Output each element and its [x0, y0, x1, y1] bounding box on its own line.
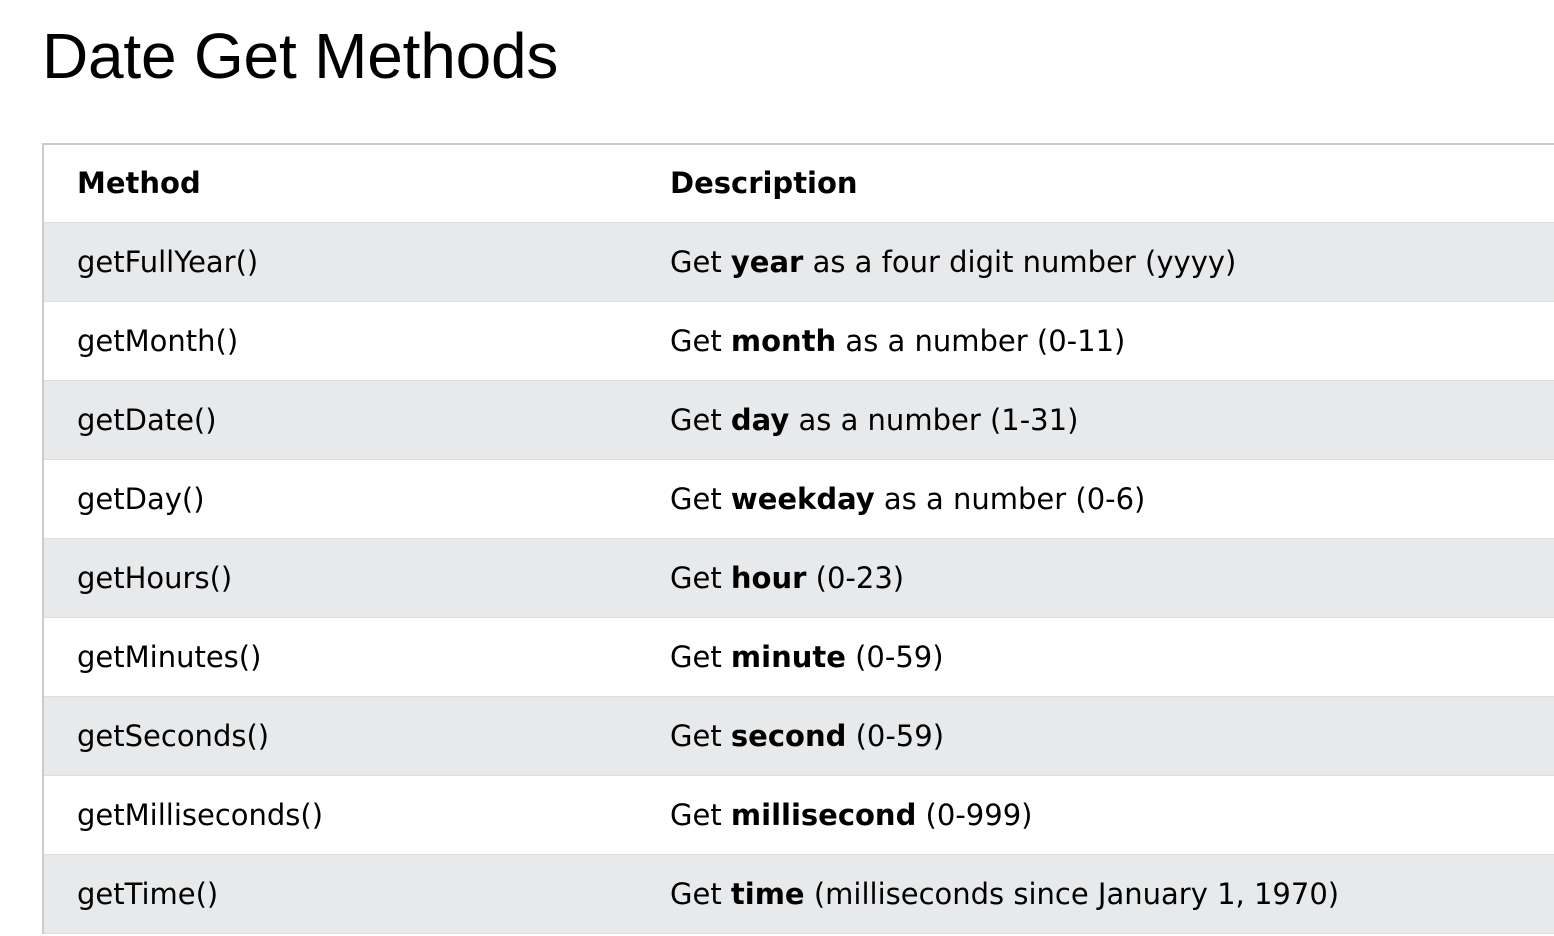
- description-suffix: as a number (0-6): [874, 481, 1146, 516]
- description-prefix: Get: [670, 639, 731, 674]
- description-cell: Get millisecond (0-999): [670, 775, 1554, 854]
- description-suffix: as a four digit number (yyyy): [803, 244, 1237, 279]
- method-cell: getDate(): [77, 402, 217, 437]
- description-prefix: Get: [670, 402, 731, 437]
- description-cell: Get weekday as a number (0-6): [670, 459, 1554, 538]
- table-header-row: Method Description: [43, 144, 1554, 222]
- description-cell: Get minute (0-59): [670, 617, 1554, 696]
- method-cell: getHours(): [77, 560, 233, 595]
- table-row: getHours() Get hour (0-23): [43, 538, 1554, 617]
- table-row: getFullYear() Get year as a four digit n…: [43, 222, 1554, 301]
- description-suffix: (0-23): [806, 560, 905, 595]
- description-keyword: hour: [730, 560, 807, 595]
- table-row: getTime() Get time (milliseconds since J…: [43, 854, 1554, 933]
- table-row: getDay() Get weekday as a number (0-6): [43, 459, 1554, 538]
- description-keyword: month: [730, 323, 837, 358]
- description-suffix: (0-999): [916, 797, 1033, 832]
- table-row: getDate() Get day as a number (1-31): [43, 380, 1554, 459]
- method-cell: getMilliseconds(): [77, 797, 324, 832]
- description-prefix: Get: [670, 481, 731, 516]
- method-cell: getTime(): [77, 876, 219, 911]
- method-cell: getMonth(): [77, 323, 239, 358]
- method-cell: getSeconds(): [77, 718, 270, 753]
- description-suffix: as a number (0-11): [836, 323, 1126, 358]
- description-suffix: (0-59): [845, 639, 944, 674]
- header-description: Description: [670, 166, 858, 201]
- description-keyword: millisecond: [730, 797, 917, 832]
- description-prefix: Get: [670, 876, 731, 911]
- description-suffix: (0-59): [846, 718, 945, 753]
- description-cell: Get day as a number (1-31): [670, 380, 1554, 459]
- description-keyword: weekday: [730, 481, 875, 516]
- description-cell: Get second (0-59): [670, 696, 1554, 775]
- table-row: getMinutes() Get minute (0-59): [43, 617, 1554, 696]
- methods-table-container: Method Description getFullYear() Get yea…: [42, 143, 1554, 936]
- description-suffix: as a number (1-31): [789, 402, 1079, 437]
- description-prefix: Get: [670, 718, 731, 753]
- description-cell: Get hour (0-23): [670, 538, 1554, 617]
- method-cell: getFullYear(): [77, 244, 259, 279]
- table-row: getMonth() Get month as a number (0-11): [43, 301, 1554, 380]
- description-prefix: Get: [670, 560, 731, 595]
- description-keyword: year: [730, 244, 804, 279]
- method-cell: getDay(): [77, 481, 205, 516]
- table-row: getMilliseconds() Get millisecond (0-999…: [43, 775, 1554, 854]
- description-cell: Get month as a number (0-11): [670, 301, 1554, 380]
- description-keyword: minute: [730, 639, 846, 674]
- page-title: Date Get Methods: [42, 20, 559, 92]
- description-keyword: day: [730, 402, 790, 437]
- method-cell: getMinutes(): [77, 639, 262, 674]
- description-prefix: Get: [670, 323, 731, 358]
- description-prefix: Get: [670, 797, 731, 832]
- header-method: Method: [77, 166, 201, 201]
- description-suffix: (milliseconds since January 1, 1970): [804, 876, 1340, 911]
- date-get-methods-table: Method Description getFullYear() Get yea…: [42, 143, 1554, 934]
- description-cell: Get time (milliseconds since January 1, …: [670, 854, 1554, 933]
- description-keyword: second: [730, 718, 847, 753]
- description-keyword: time: [730, 876, 805, 911]
- description-prefix: Get: [670, 244, 731, 279]
- description-cell: Get year as a four digit number (yyyy): [670, 222, 1554, 301]
- table-row: getSeconds() Get second (0-59): [43, 696, 1554, 775]
